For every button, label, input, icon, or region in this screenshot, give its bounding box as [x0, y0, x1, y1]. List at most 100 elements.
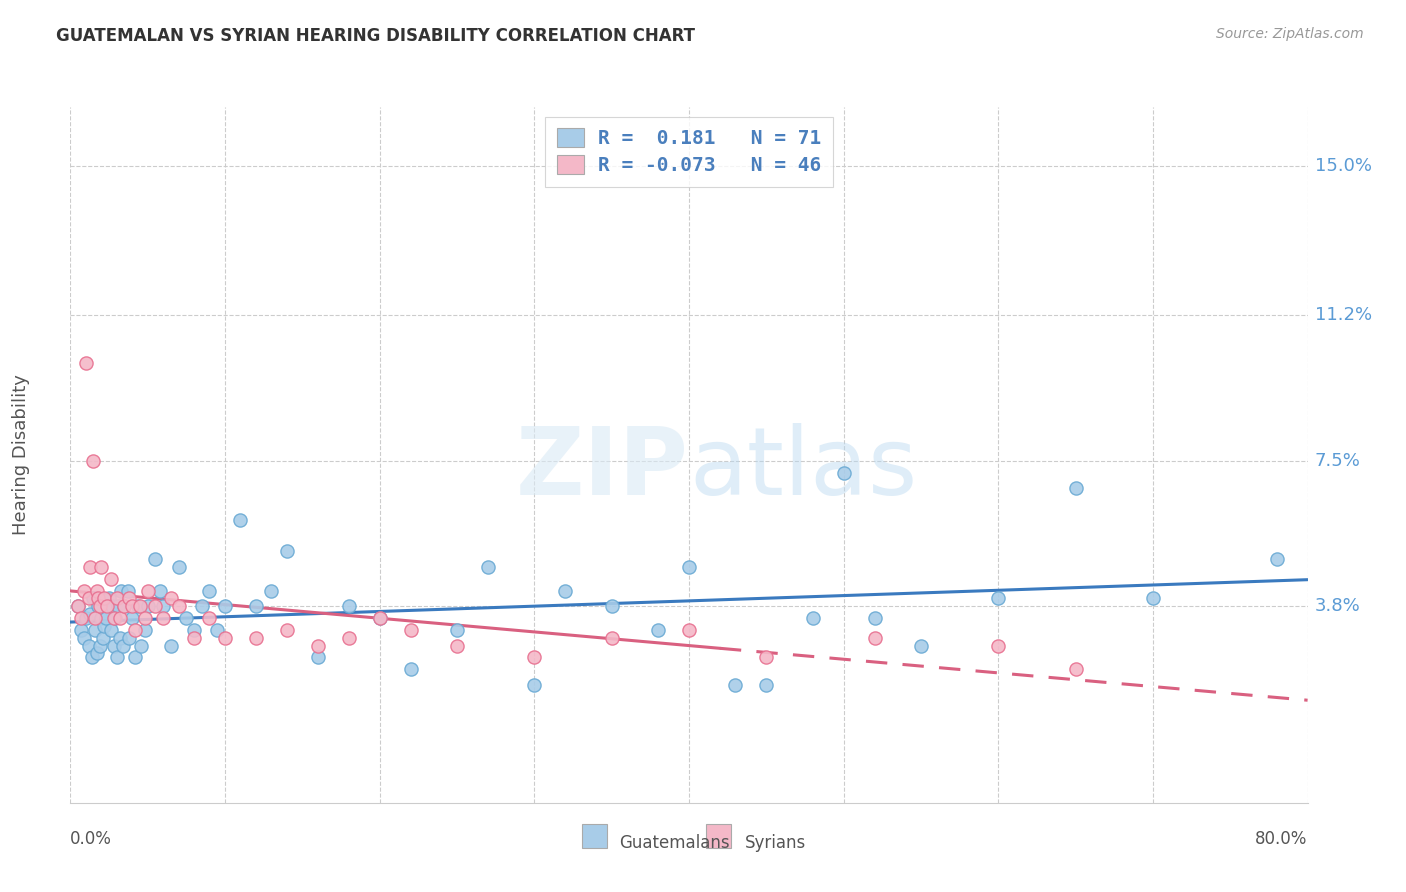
Point [198, 583, 221, 598]
Point [136, 583, 159, 598]
Point [118, 591, 141, 606]
Point [134, 623, 156, 637]
Point [89, 599, 111, 614]
Point [111, 639, 134, 653]
Point [399, 662, 422, 676]
Point [114, 599, 135, 614]
Text: 0.0%: 0.0% [70, 830, 112, 847]
Point [755, 650, 778, 665]
Point [104, 611, 127, 625]
Point [160, 639, 183, 653]
Point [127, 599, 149, 614]
Point [1265, 552, 1288, 566]
Point [368, 611, 391, 625]
Point [94, 611, 117, 625]
Point [77, 591, 100, 606]
Bar [706, 824, 731, 848]
Point [600, 599, 623, 614]
Point [191, 599, 214, 614]
Point [136, 599, 159, 614]
Point [101, 599, 124, 614]
Point [77, 639, 100, 653]
Bar [582, 824, 607, 848]
Point [910, 639, 932, 653]
Point [90, 560, 112, 574]
Point [87, 591, 110, 606]
Point [229, 513, 252, 527]
Point [82, 591, 105, 606]
Point [1064, 662, 1087, 676]
Text: 11.2%: 11.2% [1315, 306, 1372, 325]
Point [108, 611, 131, 625]
Point [183, 631, 205, 645]
Point [70, 611, 93, 625]
Point [987, 639, 1010, 653]
Point [523, 650, 546, 665]
Point [368, 611, 391, 625]
Point [307, 639, 329, 653]
Point [554, 583, 576, 598]
Point [678, 623, 700, 637]
Point [167, 599, 190, 614]
Point [276, 623, 298, 637]
Point [678, 560, 700, 574]
Point [198, 611, 221, 625]
Point [174, 611, 197, 625]
Point [260, 583, 283, 598]
Point [105, 591, 128, 606]
Text: atlas: atlas [689, 423, 917, 515]
Point [107, 599, 129, 614]
Point [110, 583, 132, 598]
Point [724, 678, 747, 692]
Point [446, 623, 468, 637]
Point [84, 611, 107, 625]
Point [121, 599, 143, 614]
Point [73, 631, 96, 645]
Text: Hearing Disability: Hearing Disability [13, 375, 30, 535]
Point [89, 639, 111, 653]
Point [79, 607, 101, 621]
Text: 15.0%: 15.0% [1315, 157, 1372, 175]
Point [214, 631, 236, 645]
Point [152, 611, 174, 625]
Point [245, 631, 267, 645]
Point [832, 466, 855, 480]
Point [96, 599, 118, 614]
Legend: R =  0.181   N = 71, R = -0.073   N = 46: R = 0.181 N = 71, R = -0.073 N = 46 [546, 117, 832, 186]
Point [600, 631, 623, 645]
Text: GUATEMALAN VS SYRIAN HEARING DISABILITY CORRELATION CHART: GUATEMALAN VS SYRIAN HEARING DISABILITY … [56, 27, 695, 45]
Point [118, 631, 141, 645]
Point [183, 623, 205, 637]
Point [801, 611, 824, 625]
Point [93, 591, 115, 606]
Point [276, 544, 298, 558]
Point [987, 591, 1010, 606]
Point [134, 611, 156, 625]
Point [75, 355, 97, 369]
Text: Guatemalans: Guatemalans [619, 834, 730, 852]
Point [755, 678, 778, 692]
Point [523, 678, 546, 692]
Point [86, 647, 108, 661]
Point [67, 599, 90, 614]
Point [91, 631, 114, 645]
Point [90, 611, 112, 625]
Point [114, 599, 135, 614]
Point [1064, 481, 1087, 495]
Point [93, 619, 115, 633]
Point [399, 623, 422, 637]
Point [131, 639, 153, 653]
Point [337, 631, 360, 645]
Point [98, 591, 120, 606]
Point [100, 623, 122, 637]
Point [160, 591, 183, 606]
Point [863, 631, 886, 645]
Text: ZIP: ZIP [516, 423, 689, 515]
Point [207, 623, 229, 637]
Point [82, 454, 105, 468]
Text: 3.8%: 3.8% [1315, 598, 1361, 615]
Point [79, 560, 101, 574]
Point [863, 611, 886, 625]
Point [1142, 591, 1164, 606]
Point [73, 583, 96, 598]
